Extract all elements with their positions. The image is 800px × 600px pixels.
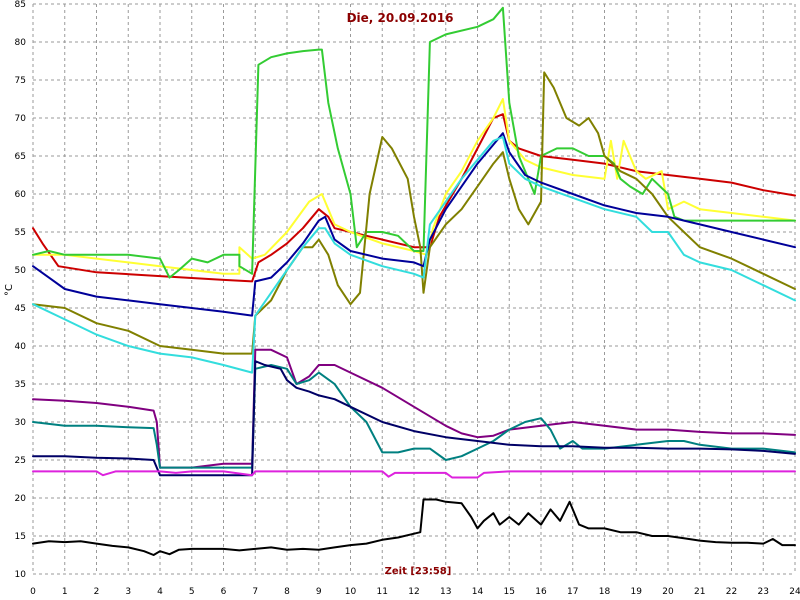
x-tick-label: 8	[284, 587, 290, 597]
x-tick-label: 14	[472, 587, 484, 597]
x-tick-label: 17	[567, 587, 578, 597]
x-axis-label: Zeit [23:58]	[385, 566, 452, 577]
x-tick-label: 2	[94, 587, 100, 597]
x-tick-label: 5	[189, 587, 195, 597]
grid-vertical	[32, 4, 796, 574]
x-tick-label: 13	[440, 587, 451, 597]
x-tick-label: 19	[631, 587, 643, 597]
y-tick-label: 40	[15, 342, 27, 352]
series-layer	[32, 6, 796, 556]
chart-title: Die, 20.09.2016	[347, 11, 454, 25]
x-tick-label: 21	[694, 587, 705, 597]
y-tick-label: 65	[15, 152, 26, 162]
x-tick-labels: 0 1 2 3 4 5 6 7 8 9 10 11 12 13 14 15 16 17 18 19 20 21 22 23 24	[30, 587, 800, 597]
x-tick-label: 7	[252, 587, 258, 597]
series-line-10	[32, 470, 796, 479]
y-tick-label: 25	[15, 456, 26, 466]
y-tick-label: 45	[15, 304, 26, 314]
x-tick-label: 6	[221, 587, 227, 597]
series-line-9	[32, 360, 796, 477]
y-tick-label: 75	[15, 76, 26, 86]
y-tick-label: 10	[15, 570, 27, 580]
x-tick-label: 22	[726, 587, 737, 597]
x-tick-label: 18	[599, 587, 611, 597]
x-tick-label: 10	[345, 587, 357, 597]
x-tick-label: 16	[535, 587, 547, 597]
y-tick-label: 70	[15, 114, 27, 124]
y-tick-label: 60	[15, 190, 27, 200]
x-tick-label: 0	[30, 587, 36, 597]
y-tick-label: 35	[15, 380, 26, 390]
y-axis-label: °C	[4, 284, 15, 296]
series-line-11	[32, 498, 796, 556]
x-tick-label: 20	[662, 587, 674, 597]
x-tick-label: 3	[125, 587, 131, 597]
y-tick-label: 30	[15, 418, 27, 428]
y-tick-label: 50	[15, 266, 27, 276]
series-line-2	[32, 98, 796, 275]
series-line-6	[32, 136, 796, 374]
x-tick-label: 12	[408, 587, 419, 597]
series-line-4	[32, 71, 796, 355]
y-tick-label: 55	[15, 228, 26, 238]
series-line-1	[32, 113, 796, 283]
y-tick-label: 15	[15, 532, 26, 542]
y-tick-label: 85	[15, 0, 26, 10]
x-tick-label: 9	[316, 587, 322, 597]
x-tick-label: 24	[789, 587, 800, 597]
x-tick-label: 4	[157, 587, 163, 597]
x-tick-label: 11	[377, 587, 388, 597]
x-tick-label: 15	[504, 587, 515, 597]
series-line-7	[32, 348, 796, 469]
y-tick-label: 20	[15, 494, 27, 504]
series-line-3	[32, 6, 796, 279]
y-tick-label: 80	[15, 38, 27, 48]
series-line-5	[32, 132, 796, 317]
x-tick-label: 23	[758, 587, 769, 597]
y-tick-labels: 10 15 20 25 30 35 40 45 50 55 60 65 70 75 80 85	[15, 0, 27, 580]
x-tick-label: 1	[62, 587, 68, 597]
